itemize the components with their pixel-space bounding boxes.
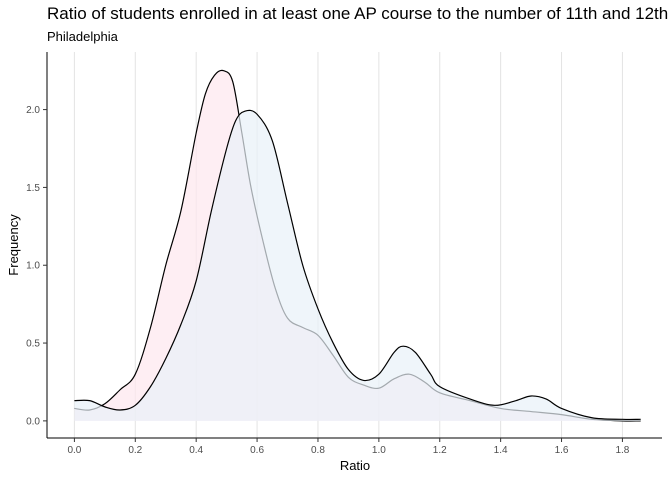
x-tick-label-7: 1.4: [494, 445, 508, 456]
x-axis-title: Ratio: [340, 458, 370, 473]
x-tick-label-2: 0.4: [189, 445, 203, 456]
x-tick-label-9: 1.8: [615, 445, 629, 456]
x-tick-label-6: 1.2: [433, 445, 447, 456]
density-area-pink-density: [74, 70, 640, 421]
density-area-blue-density: [74, 110, 640, 421]
x-tick-label-3: 0.6: [250, 445, 264, 456]
area-layer: [74, 70, 640, 421]
y-tick-label-1: 0.5: [26, 339, 40, 350]
y-tick-label-0: 0.0: [26, 416, 40, 427]
y-tick-label-2: 1.0: [26, 261, 40, 272]
y-axis-title: Frequency: [6, 214, 21, 276]
x-tick-label-5: 1.0: [372, 445, 386, 456]
x-tick-label-0: 0.0: [67, 445, 81, 456]
x-tick-label-8: 1.6: [555, 445, 569, 456]
y-tick-label-3: 1.5: [26, 183, 40, 194]
y-tick-label-4: 2.0: [26, 105, 40, 116]
x-tick-label-1: 0.2: [128, 445, 142, 456]
x-tick-label-4: 0.8: [311, 445, 325, 456]
